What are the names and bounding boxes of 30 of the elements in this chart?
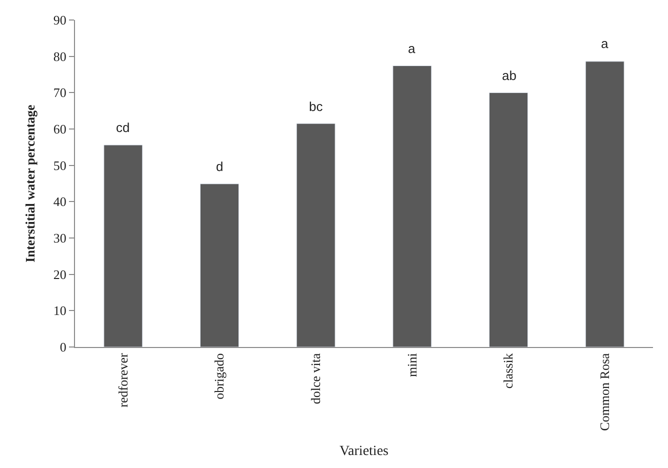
annotation: d — [216, 159, 224, 174]
annotation: a — [601, 36, 609, 51]
x-tick-label: classik — [500, 352, 516, 389]
y-tick-label: 50 — [53, 158, 66, 173]
x-tick-label: obrigado — [212, 353, 227, 400]
annotation: a — [408, 41, 416, 56]
y-tick-label: 80 — [53, 48, 66, 64]
bar — [200, 184, 240, 347]
bar — [585, 61, 624, 347]
y-tick-label: 60 — [53, 122, 66, 137]
y-axis-title: Interstitial water percentage — [22, 104, 38, 262]
y-tick-label: 20 — [53, 266, 66, 282]
y-tick-label: 40 — [53, 194, 66, 210]
y-tick-label: 30 — [53, 230, 66, 246]
x-tick-label: redforever — [115, 352, 130, 408]
y-tick-label: 70 — [53, 85, 66, 100]
bar — [296, 123, 336, 347]
x-tick-label: mini — [404, 352, 420, 378]
x-tick-label: Common Rosa — [597, 352, 612, 431]
annotation: ab — [502, 68, 516, 83]
y-tick-label: 0 — [60, 340, 66, 355]
annotation: cd — [116, 120, 130, 135]
y-tick-label: 90 — [53, 12, 66, 28]
bar — [488, 92, 528, 347]
bar — [392, 66, 432, 347]
x-tick-label: dolce vita — [308, 352, 324, 404]
bar — [104, 144, 143, 347]
annotation: bc — [309, 99, 324, 114]
x-axis-title: Varieties — [340, 444, 388, 460]
y-tick-label: 10 — [53, 303, 66, 318]
